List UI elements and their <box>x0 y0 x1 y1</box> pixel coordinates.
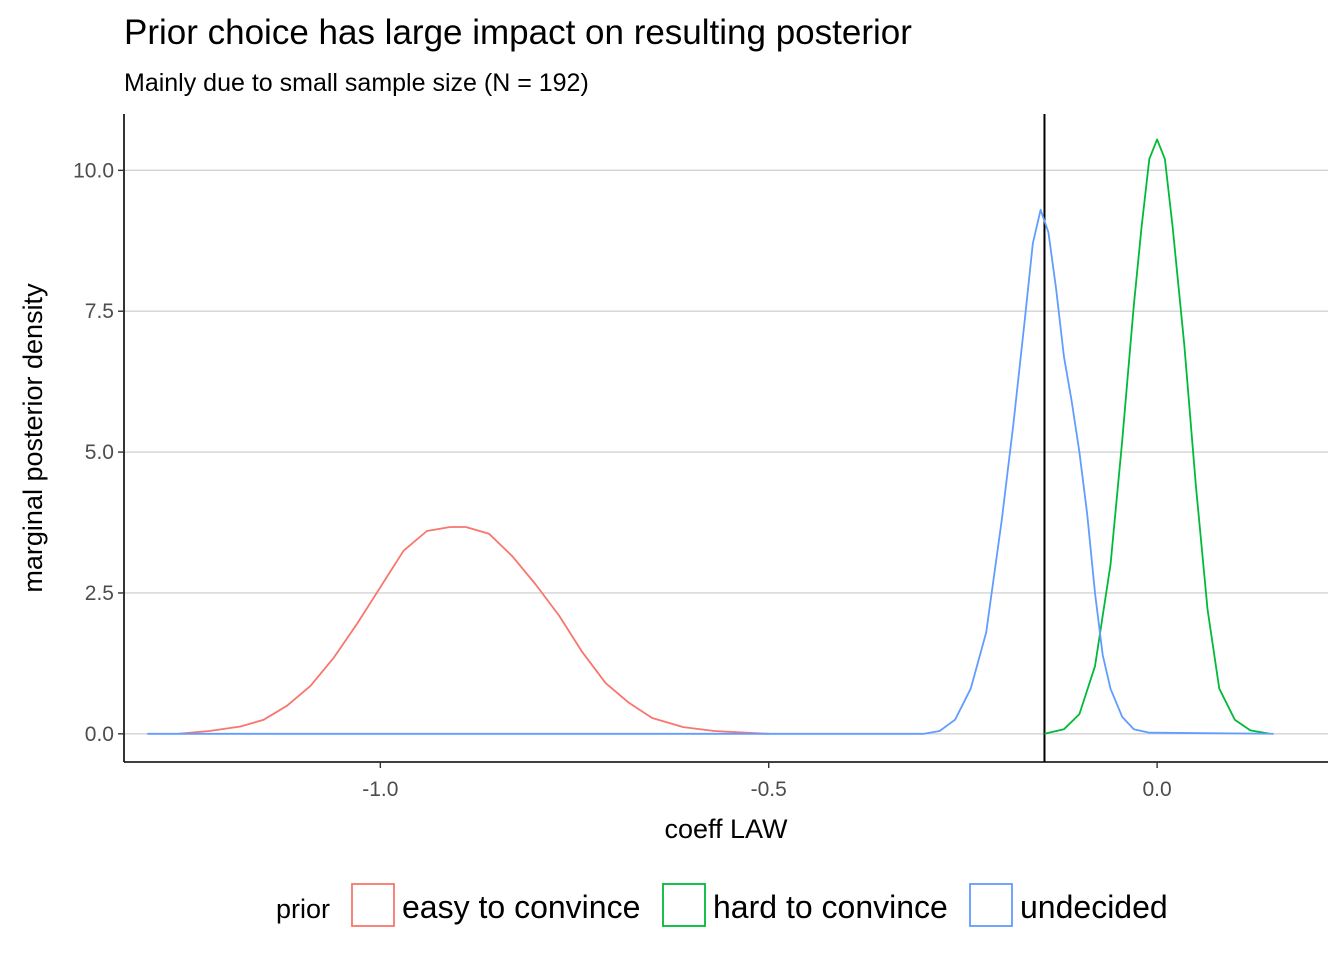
y-tick-label: 2.5 <box>85 582 114 605</box>
legend-key-2 <box>969 883 1013 927</box>
x-tick-label: -0.5 <box>751 778 787 801</box>
density-curves <box>147 138 1274 735</box>
density-curve-1 <box>1044 138 1270 735</box>
x-tick-label: -1.0 <box>362 778 398 801</box>
y-axis-title: marginal posterior density <box>18 283 48 593</box>
legend-label-0: easy to convince <box>402 889 640 925</box>
chart-subtitle: Mainly due to small sample size (N = 192… <box>124 69 589 97</box>
y-axis-ticks: 0.0 2.5 5.0 7.5 10.0 <box>73 159 124 746</box>
gridlines <box>124 169 1328 735</box>
y-tick-label: 10.0 <box>73 159 114 182</box>
legend-key-0 <box>351 883 395 927</box>
y-tick-label: 5.0 <box>85 441 114 464</box>
legend-title: prior <box>276 894 330 924</box>
chart-title: Prior choice has large impact on resulti… <box>124 13 912 52</box>
y-tick-label: 0.0 <box>85 723 114 746</box>
legend-label-1: hard to convince <box>713 889 948 925</box>
x-axis-ticks: -1.0 -0.5 0.0 <box>362 762 1172 801</box>
density-curve-2 <box>147 208 1274 735</box>
legend: prior easy to convince hard to convince un… <box>276 883 1168 927</box>
legend-label-2: undecided <box>1020 889 1168 925</box>
x-axis-title: coeff LAW <box>664 814 788 844</box>
y-tick-label: 7.5 <box>85 300 114 323</box>
x-tick-label: 0.0 <box>1143 778 1172 801</box>
legend-key-1 <box>662 883 706 927</box>
density-curve-0 <box>178 526 769 735</box>
